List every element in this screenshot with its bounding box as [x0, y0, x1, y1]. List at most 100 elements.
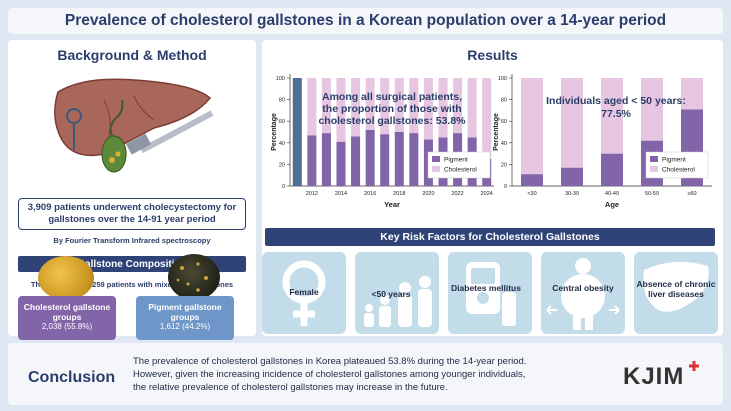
bar-cholesterol: [641, 78, 663, 141]
bar-cholesterol: [336, 78, 346, 142]
risk-factor-female: Female: [262, 252, 346, 334]
page-title: Prevalence of cholesterol gallstones in …: [8, 8, 723, 34]
x-tick-label: 30-39: [565, 191, 579, 197]
x-tick-label: 2022: [451, 191, 463, 197]
bar-pigment: [365, 129, 375, 186]
cholesterol-group-label: Cholesterol gallstone groups: [23, 302, 111, 323]
bar-cholesterol: [321, 78, 331, 134]
bar-cholesterol: [681, 78, 703, 110]
bar-pigment: [380, 134, 390, 186]
chart1-annotation-line: cholesterol gallstones: 53.8%: [318, 115, 466, 127]
bar-pigment: [409, 133, 419, 186]
conclusion-text: The prevalence of cholesterol gallstones…: [133, 356, 603, 394]
y-tick-label: 80: [279, 98, 285, 104]
chart1-annotation-line: Among all surgical patients,: [322, 91, 462, 103]
bar-cholesterol: [351, 78, 361, 137]
results-heading: Results: [467, 47, 518, 63]
x-tick-label: 2016: [364, 191, 376, 197]
conclusion-panel: Conclusion The prevalence of cholesterol…: [8, 343, 723, 405]
y-tick-label: 0: [504, 184, 507, 190]
risk-factor-label: Female: [289, 287, 319, 297]
chart1-annotation-line: the proportion of those with: [322, 103, 461, 115]
kjim-logo-text: KJIM: [623, 363, 685, 390]
chart1-annotation: Among all surgical patients, the proporti…: [318, 91, 466, 127]
x-tick-label: 2012: [306, 191, 318, 197]
bar-cholesterol: [453, 78, 463, 134]
bar-cholesterol: [561, 78, 583, 168]
bar-cholesterol: [521, 78, 543, 175]
x-tick-label: 50-59: [645, 191, 659, 197]
y-tick-label: 20: [279, 162, 285, 168]
obesity-icon: [546, 258, 620, 330]
y-tick-label: 60: [279, 119, 285, 125]
bar-pigment: [336, 141, 346, 186]
risk-factor-diabetes: Diabetes mellitus: [448, 252, 532, 334]
y-tick-label: 40: [501, 141, 507, 147]
legend-label-pigment: Pigment: [444, 157, 468, 164]
exclusion-note: The exclusion of 259 patients with mixed…: [30, 280, 234, 289]
x-axis-label: Age: [605, 200, 619, 209]
x-tick-label: <30: [527, 191, 536, 197]
bar-pigment: [321, 133, 331, 186]
risk-factor-label: Diabetes mellitus: [451, 283, 521, 293]
chart2-annotation-line: Individuals aged < 50 years:: [546, 95, 686, 107]
x-tick-label: 40-49: [605, 191, 619, 197]
bar-pigment: [307, 135, 317, 186]
chart2-annotation: Individuals aged < 50 years: 77.5%: [546, 95, 686, 120]
conclusion-label: Conclusion: [28, 369, 116, 386]
female-symbol-icon: [282, 260, 326, 326]
y-axis-label: Percentage: [271, 113, 278, 151]
risk-factor-label: Absence of chronic liver diseases: [636, 279, 716, 299]
x-tick-label: 2014: [335, 191, 347, 197]
age-group-chart: 0 20 40 60 80 100 <30 30-39 40-49 50-59 ≥60 Age Perc…: [493, 74, 712, 209]
legend-swatch-cholesterol: [432, 166, 440, 172]
method-ftir: By Fourier Transform Infrared spectrosco…: [53, 236, 211, 245]
risk-factor-label: Central obesity: [552, 283, 614, 293]
pigment-group-count: 1,612 (44.2%): [159, 322, 211, 332]
x-tick-label: 2020: [422, 191, 434, 197]
y-tick-label: 40: [279, 141, 285, 147]
bar-cholesterol: [482, 78, 492, 159]
risk-factor-age: <50 years: [355, 252, 439, 334]
bar-cholesterol: [409, 78, 419, 134]
x-axis-label: Year: [384, 200, 400, 209]
y-tick-label: 60: [501, 119, 507, 125]
y-tick-label: 80: [501, 98, 507, 104]
bar-cholesterol: [365, 78, 375, 130]
bar-pigment: [521, 174, 543, 186]
bar-pigment: [394, 132, 404, 186]
risk-factor-liver: Absence of chronic liver diseases: [634, 252, 718, 334]
legend-swatch-cholesterol: [650, 166, 658, 172]
risk-factor-label: <50 years: [371, 289, 411, 299]
y-tick-label: 20: [501, 162, 507, 168]
bar-cholesterol: [394, 78, 404, 132]
liver-icon: [643, 261, 709, 312]
bar-pigment: [351, 136, 361, 186]
x-tick-label: 2018: [393, 191, 405, 197]
bar-cholesterol: [423, 78, 433, 140]
y-tick-label: 0: [282, 184, 285, 190]
pigment-group-box: Pigment gallstone groups 1,612 (44.2%): [136, 296, 234, 340]
bar-cholesterol: [307, 78, 317, 136]
bar-cholesterol: [438, 78, 448, 138]
legend-label-cholesterol: Cholesterol: [444, 167, 477, 174]
pigment-gallstone-image: [168, 254, 220, 300]
kjim-logo-mark-icon: [689, 361, 699, 371]
bar-cholesterol: [601, 78, 623, 154]
cholesterol-group-count: 2,038 (55.8%): [41, 322, 93, 332]
bar-pigment: [601, 153, 623, 186]
legend-label-cholesterol: Cholesterol: [662, 167, 695, 174]
bar-cholesterol: [380, 78, 390, 135]
background-heading: Background & Method: [57, 47, 207, 63]
y-tick-label: 100: [276, 76, 285, 82]
cholesterol-group-box: Cholesterol gallstone groups 2,038 (55.8…: [18, 296, 116, 340]
conclusion-line: the relative prevalence of cholesterol g…: [133, 381, 448, 393]
x-tick-label: 2024: [481, 191, 493, 197]
risk-factor-obesity: Central obesity: [541, 252, 625, 334]
legend-swatch-pigment: [432, 156, 440, 162]
chart2-annotation-line: 77.5%: [601, 108, 631, 120]
liver-surgery-illustration: [54, 78, 214, 173]
y-axis-label: Percentage: [493, 113, 500, 151]
gallbladder-shape: [101, 135, 127, 173]
pigment-group-label: Pigment gallstone groups: [148, 302, 222, 323]
